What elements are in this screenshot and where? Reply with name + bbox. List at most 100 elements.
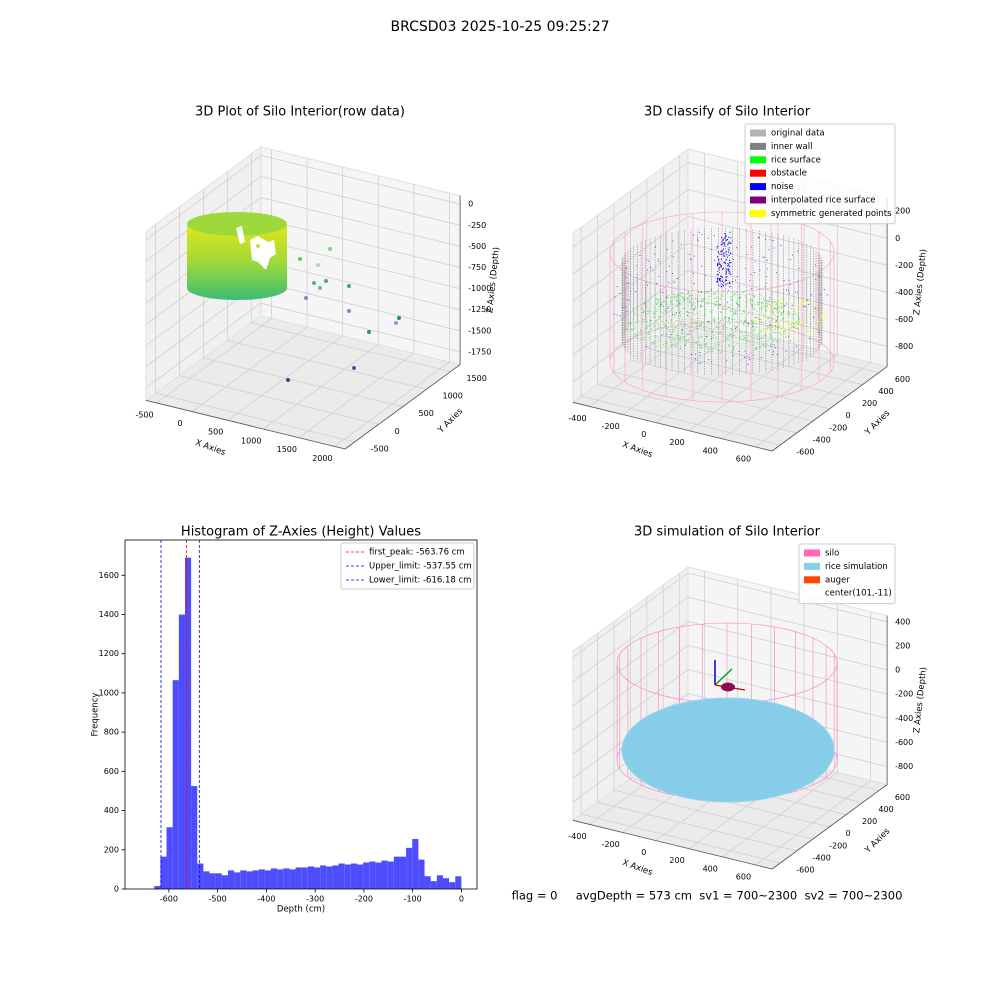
bar [412,839,419,889]
legend-label: interpolated rice surface [771,196,876,206]
bar [406,847,413,889]
x-tick-label: -100 [404,895,422,904]
status-text: flag = 0 avgDepth = 573 cm sv1 = 700~230… [512,889,903,903]
y-tick-label: 0 [114,885,119,894]
y-tick-label: 0 [846,411,851,420]
y-tick-label: 1400 [99,610,119,619]
grid-line [662,167,863,386]
grid-line [145,197,461,283]
legend-swatch [750,196,766,204]
grid-line [155,224,355,443]
bar [393,856,400,889]
bar [301,867,308,889]
z-tick-label: -600 [895,315,913,324]
z-tick-label: -750 [468,263,486,272]
grid-line [655,169,772,423]
z-tick-label: 200 [895,207,910,216]
outlier-point [286,378,290,382]
z-tick-label: -800 [895,342,913,351]
grid-line [572,644,888,731]
legend-label: first_peak: -563.76 cm [369,548,465,558]
noise-points [614,231,828,365]
legend-label: symmetric generated points [771,209,892,219]
z-tick-label: 200 [895,641,910,650]
rice-surface-points [626,289,801,354]
legend-label: Upper_limit: -537.55 cm [369,562,472,572]
bar [252,870,259,889]
bar [184,557,192,889]
legend-label: silo [825,549,839,559]
y-tick-label: 400 [878,387,893,396]
bar [363,862,370,889]
legend-swatch [804,576,820,584]
y-tick-label: 600 [895,793,910,802]
z-tick-label: 0 [895,666,900,675]
y-tick-label: 1600 [99,571,119,580]
grid-line [679,155,879,373]
grid-line [263,175,379,430]
legend-label: rice surface [771,155,821,165]
grid-line [580,645,781,864]
grid-line [572,620,888,707]
legend-swatch [804,562,820,570]
grid-line [722,603,838,858]
bar [166,827,173,889]
legend-label: obstacle [771,169,807,179]
bar [326,866,333,889]
bar [258,869,265,889]
bar [350,863,357,889]
bar [264,870,271,889]
grid-line [630,609,830,828]
bar [283,868,290,889]
legend-label: Lower_limit: -616.18 cm [369,576,471,586]
y-tick-label: -400 [813,853,831,862]
x-tick-label: 400 [703,446,718,455]
legend-swatch [750,129,766,137]
grid-line [156,149,272,404]
x-tick-label: 1000 [241,436,261,445]
legend-swatch [750,169,766,177]
y-tick-label: 200 [862,399,877,408]
y-axis-label: Y Axies [863,408,893,438]
x-tick-label: -200 [602,422,620,431]
auger [721,682,735,692]
bar [203,871,210,889]
grid-line [250,154,451,372]
z-tick-label: -400 [895,288,913,297]
bar [442,878,450,889]
y-tick-label: 400 [104,806,119,815]
z-axis-label: Z Axies (Depth) [485,247,502,314]
grid-line [688,177,805,432]
outlier-point [316,263,320,267]
bar [338,863,345,889]
bar [277,869,284,889]
bar [227,870,235,889]
outlier-point [397,316,401,320]
y-axis-label: Y Axies [863,826,893,856]
x-axis-label: X Axies [621,440,654,460]
bar [221,875,228,889]
grid-line [572,596,888,682]
bar [246,871,253,889]
x-tick-label: 600 [736,454,751,463]
cloud-gap [250,236,276,270]
bar [209,873,216,889]
plot-frame [124,539,478,890]
x-tick-label: -500 [135,410,153,419]
bar [320,865,327,889]
bar [424,876,431,889]
grid-line [613,621,814,840]
y-tick-label: 0 [395,427,400,436]
y-tick-label: -500 [371,444,389,453]
y-tick-label: 600 [104,767,119,776]
bar [381,860,388,889]
grid-line [145,154,461,241]
bar [344,864,351,889]
x-axis-line [572,819,773,870]
y-tick-label: 0 [846,829,851,838]
rice-simulation [621,697,835,803]
x-tick-label: 200 [669,856,684,865]
x-axis-label: X Axies [194,438,227,458]
x-tick-label: 400 [703,864,718,873]
z-tick-label: 0 [468,200,473,209]
